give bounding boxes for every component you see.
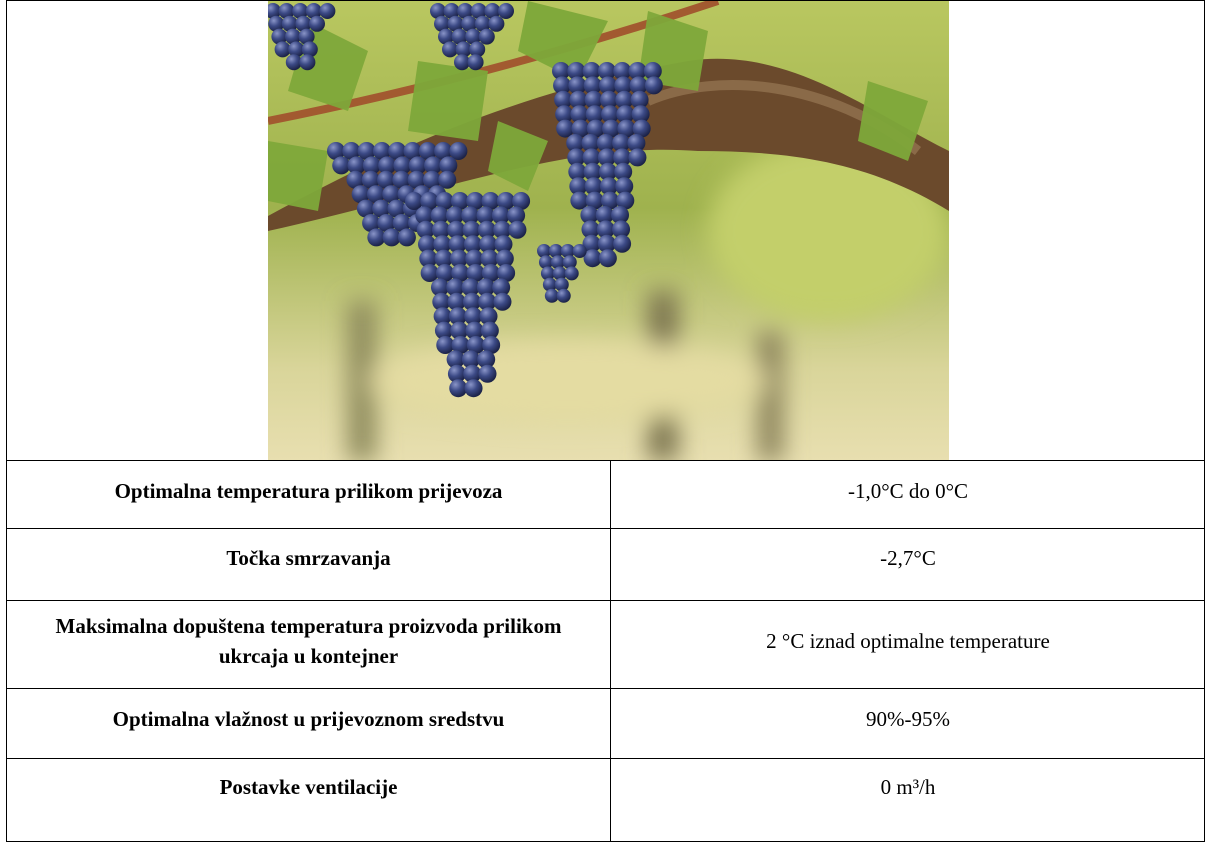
row-divider <box>7 460 1204 461</box>
row-value: 0 m³/h <box>611 772 1205 802</box>
grape <box>557 289 571 303</box>
table: Optimalna temperatura prilikom prijevoza… <box>6 0 1205 842</box>
row-label: Maksimalna dopuštena temperatura proizvo… <box>7 611 610 671</box>
row-value: 90%-95% <box>611 704 1205 734</box>
row-label: Optimalna temperatura prilikom prijevoza <box>7 476 610 506</box>
grape <box>299 54 315 70</box>
grape <box>599 249 617 267</box>
row-value: 2 °C iznad optimalne temperature <box>611 626 1205 656</box>
grape <box>613 235 631 253</box>
grape <box>286 54 302 70</box>
grape <box>573 244 587 258</box>
grape <box>628 148 646 166</box>
grape <box>367 228 385 246</box>
grape <box>479 29 495 45</box>
row-divider <box>7 600 1204 601</box>
row-divider <box>7 688 1204 689</box>
grape <box>309 16 325 32</box>
row-value: -2,7°C <box>611 543 1205 573</box>
grape <box>565 266 579 280</box>
grape <box>398 228 416 246</box>
grape <box>405 192 423 210</box>
row-label: Postavke ventilacije <box>7 772 610 802</box>
row-value: -1,0°C do 0°C <box>611 476 1205 506</box>
grape <box>319 3 335 19</box>
grape <box>332 156 350 174</box>
row-divider <box>7 528 1204 529</box>
page: {"table": {"rows": [ ["Optimalna tempera… <box>0 0 1213 848</box>
grape <box>645 76 663 94</box>
grape <box>479 365 497 383</box>
grape <box>383 228 401 246</box>
grape <box>488 16 504 32</box>
grape <box>498 3 514 19</box>
row-divider <box>7 758 1204 759</box>
grape <box>468 54 484 70</box>
grape <box>436 336 454 354</box>
grape <box>508 221 526 239</box>
grape-photo <box>268 1 949 461</box>
row-label: Optimalna vlažnost u prijevoznom sredstv… <box>7 704 610 734</box>
grape <box>493 293 511 311</box>
grape <box>465 379 483 397</box>
row-label: Točka smrzavanja <box>7 543 610 573</box>
